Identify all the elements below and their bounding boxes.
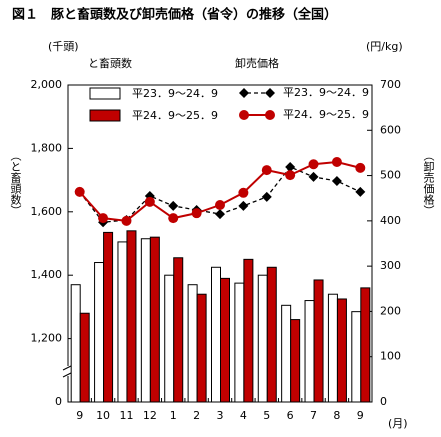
legend-label: 平24．9～25．9 (132, 109, 218, 122)
x-tick-label: 9 (357, 409, 364, 422)
marker (98, 213, 109, 224)
y-tick-label: 1,200 (31, 332, 63, 345)
bar (304, 300, 315, 403)
y-tick-label: 0 (55, 395, 62, 408)
bar (196, 293, 207, 403)
bar (220, 277, 230, 403)
x-tick-label: 4 (240, 409, 247, 422)
marker (331, 156, 342, 167)
marker (265, 88, 275, 98)
bar (117, 241, 128, 403)
bar (211, 266, 221, 403)
x-tick-label: 10 (96, 409, 110, 422)
bar (173, 257, 184, 403)
legend-swatch (89, 87, 121, 100)
bar (281, 304, 292, 403)
marker (168, 213, 179, 224)
chart-title: 図１ 豚と畜頭数及び卸売価格（省令）の推移（全国） (12, 7, 337, 23)
marker (285, 161, 296, 172)
bar (164, 274, 175, 403)
y-tick-label: 2,000 (31, 78, 63, 91)
x-tick-label: 8 (333, 409, 340, 422)
marker (308, 159, 319, 170)
marker (239, 110, 249, 120)
bar (327, 293, 338, 403)
y2-axis-label: （卸売価格） (422, 150, 435, 216)
x-tick-label: 5 (263, 409, 270, 422)
marker (144, 196, 155, 207)
marker (121, 215, 132, 226)
bar (187, 284, 198, 403)
bar (243, 258, 254, 403)
x-tick-label: 12 (143, 409, 157, 422)
marker (261, 191, 272, 202)
x-tick-label: 6 (287, 409, 294, 422)
bar (126, 230, 137, 403)
marker (285, 170, 296, 181)
bar (140, 238, 151, 403)
y-tick-label: 1,800 (31, 141, 63, 154)
bar (313, 279, 324, 403)
bar (290, 319, 301, 403)
marker (265, 110, 275, 120)
y-tick-label: 1,400 (31, 268, 63, 281)
x-unit: (月) (388, 417, 408, 430)
bar (103, 231, 114, 403)
marker (238, 200, 249, 211)
y2-tick-label: 400 (380, 214, 401, 227)
legend-label: 平24．9～25．9 (283, 108, 369, 121)
bar (351, 311, 362, 403)
y-unit: (千頭) (48, 40, 79, 53)
marker (308, 171, 319, 182)
marker (191, 208, 202, 219)
x-tick-label: 11 (119, 409, 133, 422)
y-tick-label: 1,600 (31, 205, 63, 218)
bar (234, 282, 245, 403)
x-tick-label: 7 (310, 409, 317, 422)
marker (355, 162, 366, 173)
x-tick-label: 2 (193, 409, 200, 422)
legend-label: 平23．9～24．9 (283, 86, 369, 99)
y-axis-label: （と畜頭数） (9, 150, 22, 216)
bar (360, 287, 371, 403)
x-tick-label: 3 (217, 409, 224, 422)
bar (70, 284, 81, 403)
marker (331, 176, 342, 187)
legend-label: 平23．9～24．9 (132, 87, 218, 100)
marker (215, 209, 225, 220)
marker (168, 200, 179, 211)
bar (336, 298, 347, 403)
axis-break (63, 366, 73, 376)
x-tick-label: 1 (170, 409, 177, 422)
x-tick-label: 9 (76, 409, 83, 422)
y2-tick-label: 200 (380, 304, 401, 317)
y2-tick-label: 0 (380, 395, 387, 408)
marker (74, 186, 85, 197)
marker (355, 186, 366, 197)
y2-tick-label: 700 (380, 78, 401, 91)
marker (238, 187, 249, 198)
bar (257, 274, 268, 403)
y2-tick-label: 600 (380, 123, 401, 136)
marker (239, 88, 249, 98)
y2-tick-label: 300 (380, 259, 401, 272)
bar (79, 312, 90, 403)
bar (94, 262, 105, 403)
bar (149, 236, 160, 403)
marker (261, 165, 272, 176)
y2-unit: (円/kg) (366, 40, 403, 53)
y2-tick-label: 100 (380, 350, 401, 363)
legend-group: 卸売価格 (235, 56, 279, 70)
legend-swatch (89, 109, 121, 122)
marker (215, 200, 225, 211)
y2-tick-label: 500 (380, 169, 401, 182)
legend-group: と畜頭数 (88, 56, 132, 70)
bar (266, 266, 277, 403)
